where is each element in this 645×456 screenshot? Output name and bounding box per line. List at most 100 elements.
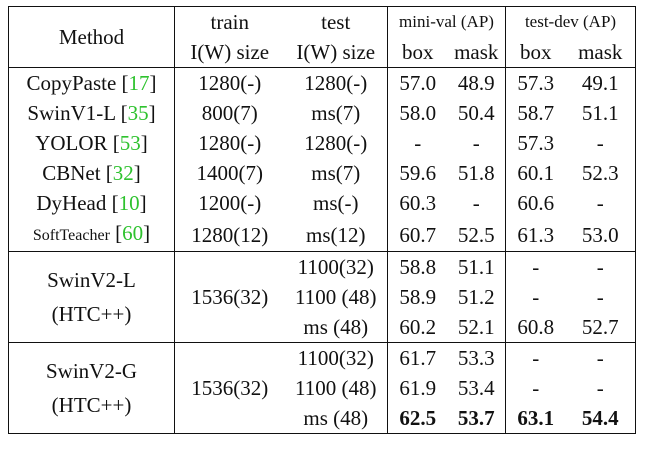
test-size-cell: 1100 (48) — [284, 282, 388, 312]
testdev-box-cell: - — [532, 285, 540, 309]
citation-link[interactable]: 60 — [122, 221, 144, 245]
method-cell: SoftTeacher [60] — [8, 218, 175, 252]
testdev-mask-cell: 49.1 — [565, 67, 636, 98]
method-cell: DyHead [10] — [8, 188, 175, 218]
minival-mask-cell: - — [447, 128, 506, 158]
testdev-mask-cell: 52.7 — [565, 312, 636, 343]
citation-link[interactable]: 53 — [119, 131, 141, 155]
minival-box-cell: - — [414, 131, 422, 155]
method-name: YOLOR — [35, 131, 108, 155]
train-size-cell: 1200(-) — [198, 191, 262, 215]
citation-link[interactable]: 10 — [118, 191, 140, 215]
minival-mask-cell: 51.8 — [447, 158, 506, 188]
minival-mask-cell: 53.4 — [447, 373, 506, 403]
results-table: Method train test mini-val (AP) test-dev… — [8, 6, 636, 434]
minival-box-cell: 62.5 — [387, 403, 448, 434]
method-name-line1: SwinV2-G — [45, 359, 137, 383]
method-cell-multiline: SwinV2-G (HTC++) — [8, 342, 175, 434]
train-header-bottom: I(W) size — [174, 37, 285, 68]
testdev-box-cell: 57.3 — [517, 71, 555, 95]
testdev-box-header: box — [505, 37, 566, 68]
method-cell: YOLOR [53] — [8, 128, 175, 158]
minival-box-cell: 58.9 — [399, 285, 437, 309]
results-table-container: Method train test mini-val (AP) test-dev… — [8, 6, 636, 434]
table-row: ms (48) 62.5 53.7 63.1 54.4 — [9, 403, 636, 434]
testdev-mask-cell: - — [565, 251, 636, 282]
train-header-top: train — [174, 6, 285, 37]
method-name: SoftTeacher — [32, 227, 110, 244]
minival-mask-cell: - — [447, 188, 506, 218]
train-size-cell: 1536(32) — [174, 251, 285, 343]
testdev-box-cell: 60.6 — [517, 191, 555, 215]
testdev-box-cell: 60.1 — [517, 161, 555, 185]
minival-mask-cell: 52.1 — [447, 312, 506, 343]
minival-box-cell: 59.6 — [399, 161, 437, 185]
citation-link[interactable]: 35 — [127, 101, 149, 125]
test-size-cell: ms (48) — [284, 403, 388, 434]
minival-mask-cell: 53.3 — [447, 342, 506, 373]
test-size-cell: ms(-) — [284, 188, 388, 218]
table-row: CBNet [32] 1400(7) ms(7) 59.6 51.8 60.1 … — [8, 158, 636, 188]
testdev-mask-cell: - — [565, 188, 636, 218]
method-cell-multiline: SwinV2-L (HTC++) — [8, 251, 175, 343]
minival-box-header: box — [387, 37, 448, 68]
minival-box-cell: 58.0 — [399, 101, 437, 125]
table-row: 1100 (48) 58.9 51.2 - - — [9, 282, 636, 312]
method-name-line2: (HTC++) — [51, 302, 132, 326]
test-header-top: test — [284, 6, 388, 37]
testdev-box-cell: - — [532, 346, 540, 370]
citation-link[interactable]: 32 — [112, 161, 134, 185]
minival-box-cell: 58.8 — [399, 255, 437, 279]
minival-header: mini-val (AP) — [387, 6, 506, 37]
method-name-line2: (HTC++) — [51, 393, 132, 417]
test-header-bottom: I(W) size — [284, 37, 388, 68]
table-row: DyHead [10] 1200(-) ms(-) 60.3 - 60.6 - — [8, 188, 636, 218]
testdev-mask-cell: 53.0 — [565, 218, 636, 252]
testdev-box-cell: - — [532, 255, 540, 279]
testdev-mask-cell: - — [565, 282, 636, 312]
minival-box-cell: 60.3 — [399, 191, 437, 215]
test-size-cell: 1280(-) — [284, 128, 388, 158]
method-name-line1: SwinV2-L — [47, 268, 136, 292]
minival-mask-header: mask — [447, 37, 506, 68]
table-row: SwinV2-L (HTC++) 1536(32) 1100(32) 58.8 5… — [8, 251, 636, 343]
method-cell: SwinV1-L [35] — [8, 98, 175, 128]
testdev-mask-cell: 54.4 — [565, 403, 636, 434]
minival-box-cell: 57.0 — [399, 71, 437, 95]
testdev-box-cell: 60.8 — [505, 312, 566, 343]
testdev-box-cell: 58.7 — [517, 101, 555, 125]
testdev-box-cell: 61.3 — [505, 218, 566, 252]
table-row: SwinV2-G (HTC++) 1536(32) 1100(32) 61.7 5… — [8, 342, 636, 434]
train-size-cell: 1536(32) — [174, 342, 285, 434]
test-size-cell: 1100(32) — [284, 342, 388, 373]
test-size-cell: ms(7) — [284, 158, 388, 188]
testdev-mask-cell: 52.3 — [565, 158, 636, 188]
minival-mask-cell: 48.9 — [447, 67, 506, 98]
testdev-mask-header: mask — [565, 37, 636, 68]
minival-mask-cell: 51.1 — [447, 251, 506, 282]
method-header: Method — [8, 6, 175, 68]
citation-link[interactable]: 17 — [128, 71, 150, 95]
train-size-cell: 1280(-) — [198, 71, 262, 95]
testdev-mask-cell: 51.1 — [565, 98, 636, 128]
method-name: CopyPaste — [26, 71, 117, 95]
minival-mask-cell: 51.2 — [447, 282, 506, 312]
minival-mask-cell: 53.7 — [447, 403, 506, 434]
train-size-cell: 1280(-) — [198, 131, 262, 155]
minival-box-cell: 61.7 — [399, 346, 437, 370]
minival-box-cell: 61.9 — [399, 376, 437, 400]
table-row: SoftTeacher [60] 1280(12) ms(12) 60.7 52… — [8, 218, 636, 252]
test-size-cell: ms(7) — [284, 98, 388, 128]
minival-mask-cell: 50.4 — [447, 98, 506, 128]
table-row: CopyPaste [17] 1280(-) 1280(-) 57.0 48.9… — [8, 67, 636, 98]
minival-box-cell: 60.7 — [387, 218, 448, 252]
method-name: CBNet — [42, 161, 101, 185]
testdev-mask-cell: - — [565, 373, 636, 403]
header-row-2: I(W) size I(W) size box mask box mask — [9, 37, 636, 68]
table-row: 1100 (48) 61.9 53.4 - - — [9, 373, 636, 403]
method-name: DyHead — [36, 191, 107, 215]
testdev-header: test-dev (AP) — [505, 6, 636, 37]
test-size-cell: 1100(32) — [284, 251, 388, 282]
method-cell: CopyPaste [17] — [8, 67, 175, 98]
train-size-cell: 1280(12) — [174, 218, 285, 252]
